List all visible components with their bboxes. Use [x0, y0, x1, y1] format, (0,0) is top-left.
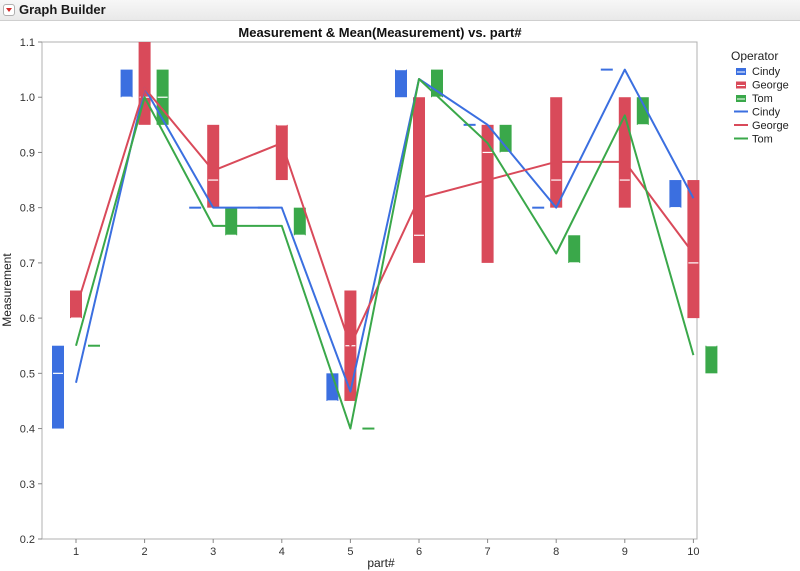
- y-tick-label: 0.3: [20, 479, 35, 491]
- box-cindy: [120, 69, 133, 98]
- mean-line-layer: [75, 68, 695, 430]
- x-axis: 1 2 3 4 5 6 7 8 9 10: [73, 539, 700, 558]
- legend-title: Operator: [731, 49, 778, 63]
- x-tick-label: 8: [553, 546, 559, 558]
- x-tick-label: 9: [622, 546, 628, 558]
- box-tom: [568, 235, 581, 263]
- red-triangle-icon[interactable]: [3, 4, 15, 16]
- box-cindy: [395, 69, 407, 98]
- mean-line-cindy: [75, 68, 695, 393]
- box-cindy: [669, 180, 682, 208]
- x-tick-label: 5: [347, 546, 353, 558]
- box-george: [275, 124, 288, 181]
- box-george: [413, 97, 425, 263]
- box-george: [618, 97, 631, 208]
- legend-label: George: [752, 80, 789, 92]
- legend-label: Cindy: [752, 107, 781, 119]
- y-tick-label: 0.8: [20, 203, 35, 215]
- y-axis: 0.2 0.3 0.4 0.5 0.6 0.7 0.8 0.9 1.0 1.1: [20, 37, 42, 546]
- y-tick-label: 0.4: [20, 424, 35, 436]
- x-tick-label: 1: [73, 546, 79, 558]
- legend-label: Tom: [752, 134, 773, 146]
- y-tick-label: 1.1: [20, 37, 35, 49]
- window-titlebar: Graph Builder: [0, 0, 800, 21]
- box-layer: [52, 42, 718, 430]
- x-tick-label: 7: [485, 546, 491, 558]
- box-tom: [705, 345, 718, 374]
- y-tick-label: 0.5: [20, 368, 35, 380]
- y-tick-label: 0.9: [20, 147, 35, 159]
- window-title: Graph Builder: [19, 2, 106, 17]
- y-tick-label: 0.2: [20, 534, 35, 546]
- x-axis-label: part#: [367, 556, 395, 570]
- y-tick-label: 0.6: [20, 313, 35, 325]
- mean-line-tom: [75, 77, 695, 430]
- legend-label: George: [752, 120, 789, 132]
- mean-line-george: [75, 86, 695, 347]
- x-tick-label: 6: [416, 546, 422, 558]
- chart-title: Measurement & Mean(Measurement) vs. part…: [238, 25, 522, 40]
- legend-label: Tom: [752, 93, 773, 105]
- y-tick-label: 1.0: [20, 92, 35, 104]
- box-george: [481, 124, 494, 263]
- box-george: [687, 180, 700, 319]
- box-tom: [636, 97, 649, 125]
- x-tick-label: 3: [210, 546, 216, 558]
- box-tom: [499, 124, 512, 153]
- box-cindy: [326, 373, 339, 401]
- legend-label: Cindy: [752, 66, 781, 78]
- y-tick-label: 0.7: [20, 258, 35, 270]
- box-tom: [225, 207, 238, 236]
- box-cindy: [52, 345, 64, 429]
- x-tick-label: 4: [279, 546, 285, 558]
- y-axis-label: Measurement: [0, 253, 14, 327]
- x-tick-label: 10: [687, 546, 699, 558]
- box-tom: [293, 207, 306, 236]
- box-george: [207, 124, 220, 208]
- box-tom: [431, 69, 443, 98]
- box-george: [550, 97, 563, 208]
- x-tick-label: 2: [142, 546, 148, 558]
